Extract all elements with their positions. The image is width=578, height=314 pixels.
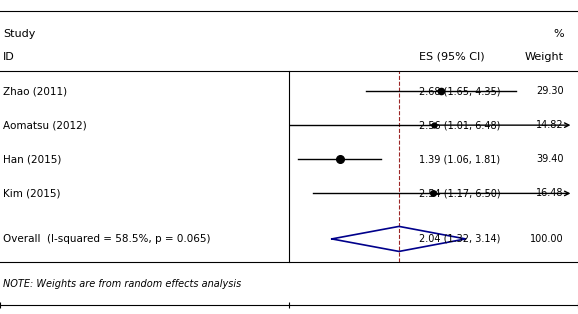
Text: Aomatsu (2012): Aomatsu (2012) [3, 120, 87, 130]
Text: 2.56 (1.01, 6.48): 2.56 (1.01, 6.48) [419, 120, 501, 130]
Text: Han (2015): Han (2015) [3, 154, 61, 164]
Text: ID: ID [3, 52, 14, 62]
Text: Kim (2015): Kim (2015) [3, 188, 60, 198]
Text: 100.00: 100.00 [530, 234, 564, 244]
Text: NOTE: Weights are from random effects analysis: NOTE: Weights are from random effects an… [3, 279, 241, 290]
Text: Zhao (2011): Zhao (2011) [3, 86, 67, 96]
Text: 16.48: 16.48 [536, 188, 564, 198]
Text: %: % [553, 29, 564, 39]
Text: 14.82: 14.82 [536, 120, 564, 130]
Text: 1.39 (1.06, 1.81): 1.39 (1.06, 1.81) [419, 154, 500, 164]
Text: 29.30: 29.30 [536, 86, 564, 96]
Text: Weight: Weight [525, 52, 564, 62]
Text: Study: Study [3, 29, 35, 39]
Text: 2.54 (1.17, 6.50): 2.54 (1.17, 6.50) [419, 188, 501, 198]
Text: Overall  (I-squared = 58.5%, p = 0.065): Overall (I-squared = 58.5%, p = 0.065) [3, 234, 210, 244]
Text: 2.68 (1.65, 4.35): 2.68 (1.65, 4.35) [419, 86, 501, 96]
Text: 2.04 (1.32, 3.14): 2.04 (1.32, 3.14) [419, 234, 501, 244]
Text: ES (95% CI): ES (95% CI) [419, 52, 485, 62]
Text: 39.40: 39.40 [536, 154, 564, 164]
